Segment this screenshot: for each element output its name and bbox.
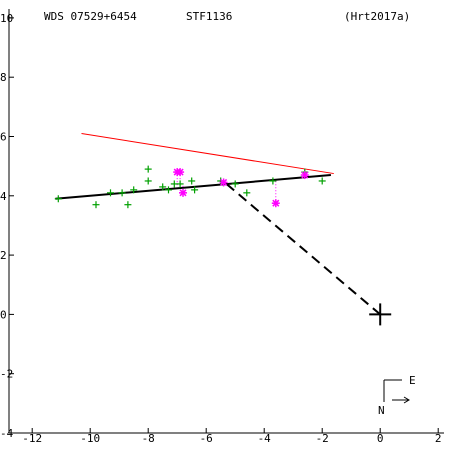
x-tick-label: -2 — [316, 432, 329, 445]
header-right-text: (Hrt2017a) — [344, 10, 410, 23]
x-tick-label: -6 — [200, 432, 213, 445]
observation-point — [188, 177, 196, 185]
x-tick-label: -12 — [22, 432, 42, 445]
y-ticks: -4 -2 0 2 4 6 8 10 — [0, 12, 14, 440]
compass-arrow-icon — [392, 396, 410, 404]
observation-point — [243, 189, 251, 197]
observation-point — [92, 201, 100, 209]
x-tick-label: -10 — [80, 432, 100, 445]
periastron-line — [225, 183, 381, 316]
observation-point — [124, 201, 132, 209]
compass-east-label: E — [409, 374, 416, 387]
observation-point — [159, 183, 167, 191]
compass-north-label: N — [378, 404, 385, 417]
y-tick-label: 10 — [0, 12, 13, 25]
points-layer — [54, 165, 326, 209]
observation-point — [191, 186, 199, 194]
fit-line — [55, 174, 331, 200]
orbit-line — [81, 133, 334, 175]
observation-point — [176, 180, 184, 188]
observation-point — [107, 189, 114, 197]
speckle-point — [176, 168, 185, 177]
observation-point — [118, 189, 126, 197]
header-left-text: WDS 07529+6454 — [44, 10, 137, 23]
y-tick-label: 8 — [0, 71, 7, 84]
observation-point — [231, 180, 239, 188]
observation-point — [130, 186, 138, 194]
y-tick-label: 2 — [0, 249, 7, 262]
speckle-point — [179, 188, 187, 197]
y-tick-label: 4 — [0, 190, 7, 203]
y-tick-label: -4 — [0, 427, 14, 440]
speckle-point — [219, 178, 228, 187]
x-tick-label: -4 — [258, 432, 272, 445]
y-tick-label: 6 — [0, 130, 7, 143]
x-tick-label: 2 — [435, 432, 442, 445]
compass: E N — [378, 374, 416, 417]
observation-point — [54, 195, 62, 203]
speckle-point — [300, 171, 309, 180]
x-tick-label: 0 — [377, 432, 384, 445]
x-tick-label: -8 — [142, 432, 155, 445]
observation-point — [318, 177, 326, 185]
header: WDS 07529+6454 STF1136 (Hrt2017a) — [44, 10, 410, 23]
speckle-point — [271, 199, 280, 208]
observation-point — [144, 177, 152, 185]
lines-layer — [55, 133, 381, 316]
header-center-text: STF1136 — [186, 10, 232, 23]
observation-point — [165, 186, 172, 194]
y-tick-label: -2 — [0, 368, 13, 381]
x-ticks: -12 -10 -8 -6 -4 -2 0 2 — [22, 428, 442, 445]
y-tick-label: 0 — [0, 308, 7, 321]
observation-point — [144, 165, 152, 173]
observation-point — [269, 177, 277, 185]
axes — [8, 9, 444, 434]
primary-star-marker — [369, 303, 392, 326]
